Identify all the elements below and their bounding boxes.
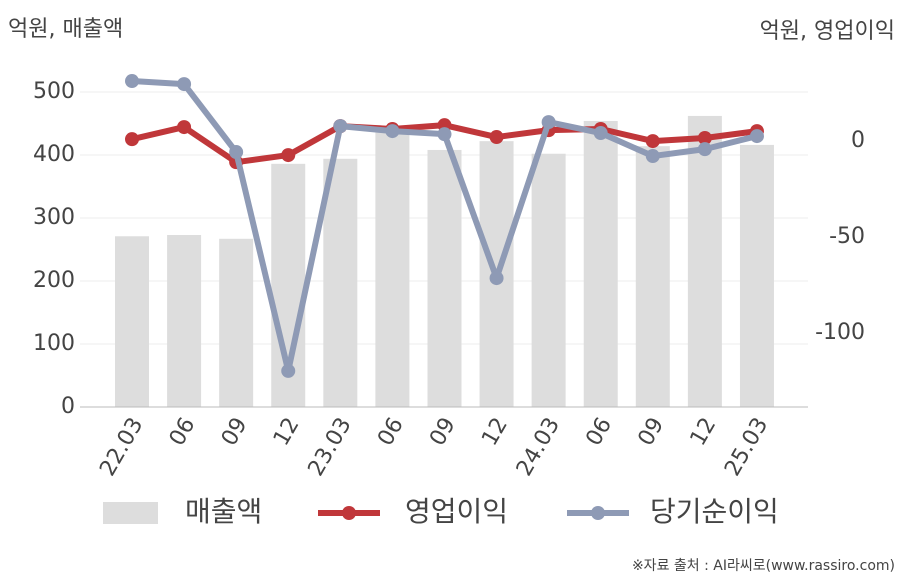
x-tick-label: 23.03 (304, 414, 357, 481)
bar (323, 158, 358, 407)
y-tick-label: 0 (61, 394, 75, 419)
point (281, 148, 296, 163)
point (125, 74, 139, 89)
point (541, 115, 556, 130)
point (645, 149, 660, 164)
point (645, 134, 660, 149)
x-tick-label: 09 (217, 414, 253, 451)
point (177, 77, 192, 92)
point (125, 132, 139, 147)
legend-swatch (591, 506, 605, 520)
x-tick-label: 22.03 (95, 414, 148, 481)
bar (635, 146, 670, 407)
y-tick-label: 300 (33, 205, 75, 230)
left-axis-unit: 억원, 매출액 (8, 17, 123, 42)
bar (427, 149, 462, 407)
x-tick-label: 06 (373, 414, 409, 451)
y2-tick-label: -50 (829, 224, 865, 249)
y-tick-label: 400 (33, 142, 75, 167)
bar (167, 235, 202, 407)
point (489, 130, 504, 145)
bar (531, 153, 566, 407)
right-axis-unit: 억원, 영업이익 (760, 19, 895, 44)
bar (375, 131, 410, 407)
legend-swatch (342, 506, 356, 520)
x-tick-label: 06 (581, 414, 617, 451)
point (177, 120, 192, 135)
legend-label: 영업이익 (405, 495, 508, 528)
point (385, 124, 400, 139)
bar (739, 144, 774, 408)
point (749, 129, 764, 144)
x-tick-label: 12 (686, 414, 722, 451)
point (281, 363, 296, 378)
point (697, 131, 712, 146)
y2-tick-label: -100 (815, 320, 865, 345)
x-tick-label: 06 (165, 414, 201, 451)
x-tick-label: 24.03 (512, 414, 565, 481)
x-tick-label: 09 (425, 414, 461, 451)
point (437, 127, 452, 142)
bar (687, 115, 722, 407)
bar (219, 238, 254, 407)
x-tick-label: 12 (269, 414, 305, 451)
bar (115, 236, 149, 407)
bar (583, 120, 618, 407)
point (593, 126, 608, 141)
point (697, 142, 712, 157)
legend-label: 매출액 (185, 495, 262, 528)
y-tick-label: 200 (33, 268, 75, 293)
legend-swatch (103, 502, 158, 524)
point (489, 271, 504, 286)
y2-tick-label: 0 (851, 128, 865, 153)
point (229, 145, 244, 160)
y-tick-label: 500 (33, 79, 75, 104)
y-tick-label: 100 (33, 331, 75, 356)
point (333, 119, 348, 134)
x-tick-label: 25.03 (720, 414, 773, 481)
source: ※자료 출처 : AI라씨로(www.rassiro.com) (632, 558, 895, 574)
x-tick-label: 12 (477, 414, 513, 451)
x-tick-label: 09 (634, 414, 670, 451)
legend-label: 당기순이익 (650, 495, 779, 528)
